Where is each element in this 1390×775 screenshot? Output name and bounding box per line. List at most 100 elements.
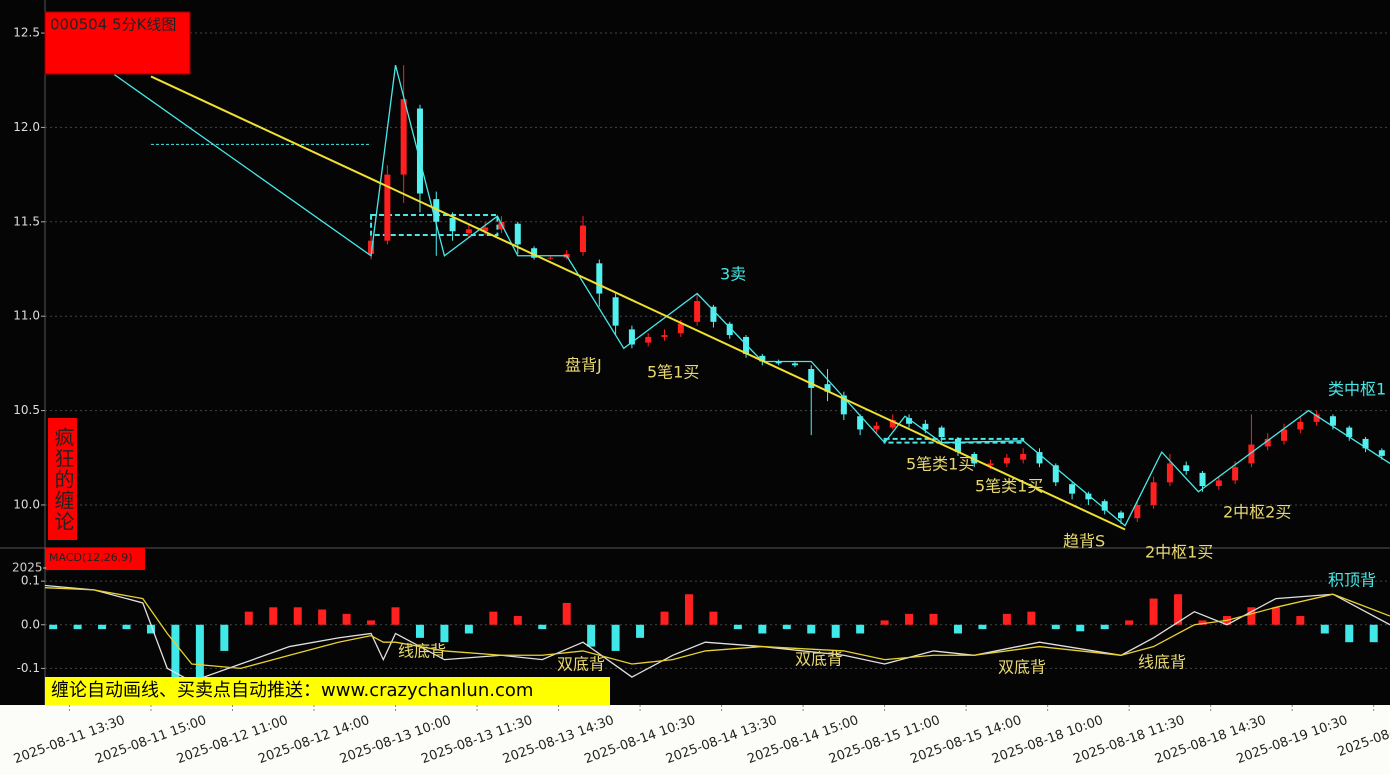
macd-bar bbox=[611, 624, 620, 651]
macd-bar bbox=[1002, 613, 1011, 625]
candle-body bbox=[873, 425, 880, 430]
candle-body bbox=[612, 297, 619, 326]
line bbox=[45, 587, 1390, 670]
macd-bar bbox=[244, 611, 253, 625]
macd-bar bbox=[98, 624, 107, 630]
macd-bar bbox=[953, 624, 962, 634]
candle-body bbox=[1003, 457, 1010, 464]
candle-body bbox=[384, 174, 391, 241]
macd-bar bbox=[1125, 620, 1134, 625]
candle-body bbox=[1166, 463, 1173, 483]
macd-bar bbox=[1198, 620, 1207, 625]
macd-bar bbox=[220, 624, 229, 651]
macd-bar bbox=[880, 620, 889, 625]
candle-body bbox=[726, 323, 733, 336]
macd-bar bbox=[269, 607, 278, 625]
candle-body bbox=[1232, 467, 1239, 481]
y-tick-label: 0.1 bbox=[21, 574, 40, 588]
annotation: 2中枢1买 bbox=[1145, 543, 1213, 562]
candle-body bbox=[1362, 438, 1369, 449]
macd-bar bbox=[1369, 624, 1378, 643]
title-box bbox=[44, 11, 191, 75]
candle-body bbox=[938, 427, 945, 438]
macd-bar bbox=[636, 624, 645, 638]
candle-body bbox=[824, 384, 831, 392]
candle-body bbox=[1199, 472, 1206, 487]
chart-title: 000504 5分K线图 bbox=[50, 16, 176, 34]
candle-body bbox=[1036, 452, 1043, 464]
annotation: 类中枢1 bbox=[1328, 380, 1386, 399]
macd-bar bbox=[489, 611, 498, 625]
plot-background bbox=[0, 0, 1390, 705]
candle-body bbox=[1069, 484, 1076, 494]
candle-body bbox=[514, 223, 521, 245]
candle-body bbox=[1313, 414, 1320, 422]
annotation: 3卖 bbox=[720, 265, 746, 284]
candle-body bbox=[808, 369, 815, 388]
y-tick-label: 0.0 bbox=[21, 617, 40, 631]
annotation: 双底背 bbox=[998, 658, 1046, 677]
candle-body bbox=[1248, 444, 1255, 464]
line bbox=[45, 584, 1390, 683]
annotation: 积顶背 bbox=[1328, 571, 1376, 590]
candle-body bbox=[1215, 480, 1222, 487]
candle-body bbox=[922, 423, 929, 430]
macd-bar bbox=[758, 624, 767, 634]
annotation: 线底背 bbox=[1138, 653, 1186, 672]
candle-body bbox=[1052, 465, 1059, 483]
macd-bar bbox=[562, 602, 571, 625]
candle-body bbox=[1118, 512, 1124, 519]
candle-body bbox=[498, 221, 505, 230]
candle-body bbox=[677, 323, 684, 334]
candle-body bbox=[1085, 493, 1092, 500]
macd-bar bbox=[342, 613, 351, 625]
candle-body bbox=[482, 227, 489, 232]
macd-bar bbox=[660, 611, 669, 625]
candle-body bbox=[628, 329, 635, 345]
candle-body bbox=[987, 463, 994, 466]
candle-body bbox=[580, 225, 586, 253]
macd-title: MACD(12,26,9) bbox=[49, 551, 133, 564]
candle-body bbox=[661, 335, 668, 337]
candle-body bbox=[433, 199, 440, 222]
y-tick-label: -0.1 bbox=[17, 661, 40, 675]
macd-bar bbox=[1149, 598, 1158, 625]
candle-body bbox=[368, 240, 375, 254]
y-tick-label: 11.0 bbox=[13, 309, 40, 323]
candle-body bbox=[889, 420, 896, 428]
annotation: 5笔类1买 bbox=[975, 477, 1043, 496]
candle-body bbox=[1346, 427, 1353, 438]
y-tick-label: 10.5 bbox=[13, 403, 40, 417]
candle-body bbox=[465, 229, 472, 234]
candle-body bbox=[694, 301, 701, 322]
macd-bar bbox=[440, 624, 449, 643]
macd-bar bbox=[1271, 607, 1280, 625]
macd-bar bbox=[318, 609, 327, 625]
candle-body bbox=[1297, 421, 1304, 430]
macd-bar bbox=[195, 624, 204, 691]
candle-body bbox=[547, 257, 554, 259]
candle-body bbox=[1020, 453, 1027, 460]
macd-bar bbox=[856, 624, 865, 634]
macd-bar bbox=[1174, 594, 1183, 625]
candle-body bbox=[759, 355, 766, 362]
macd-bar bbox=[391, 607, 400, 625]
macd-bar bbox=[415, 624, 424, 638]
macd-bar bbox=[831, 624, 840, 638]
candle-body bbox=[1150, 482, 1157, 505]
macd-bar bbox=[733, 624, 742, 630]
candle-body bbox=[1183, 465, 1190, 471]
candle-body bbox=[954, 438, 961, 453]
annotation: 盘背J bbox=[565, 356, 602, 375]
candle-body bbox=[1134, 504, 1141, 519]
candle-body bbox=[645, 336, 652, 343]
macd-bar bbox=[1027, 611, 1036, 625]
candle-body bbox=[1378, 450, 1385, 456]
y-tick-label: 12.5 bbox=[13, 26, 40, 40]
zhongshu-box bbox=[370, 214, 499, 237]
macd-bar bbox=[146, 624, 155, 634]
macd-bar bbox=[929, 613, 938, 625]
